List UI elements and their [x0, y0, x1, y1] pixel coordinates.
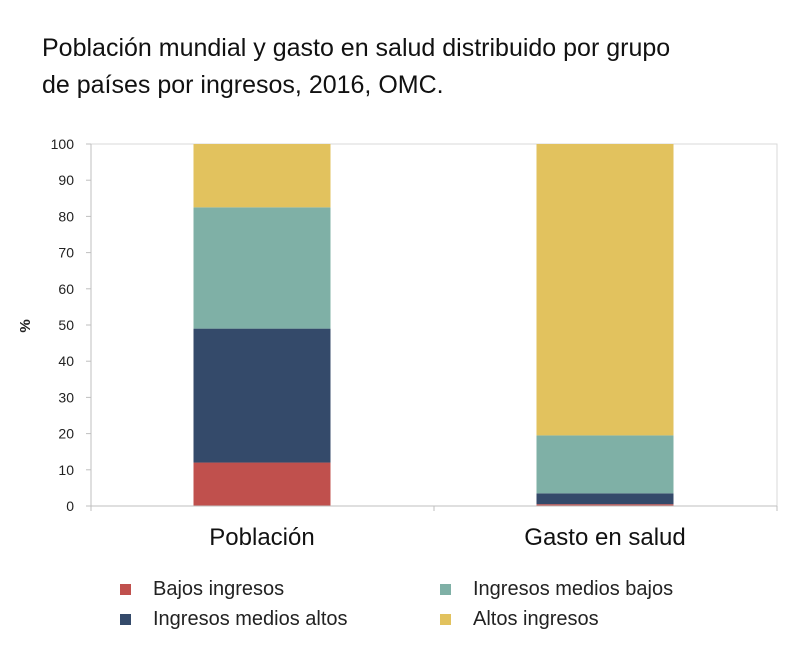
bar-segment — [193, 144, 331, 208]
y-axis: 0 10 20 30 40 50 60 70 80 90 100 — [51, 136, 92, 514]
y-tick-label: 0 — [66, 498, 74, 514]
bar-segment — [536, 504, 674, 506]
bar-group — [193, 144, 674, 506]
y-tick-label: 10 — [58, 462, 74, 478]
y-tick-label: 20 — [58, 426, 74, 442]
bar-segment — [193, 207, 331, 329]
bar-segment — [536, 144, 674, 436]
y-tick-label: 30 — [58, 389, 74, 405]
bar-segment — [536, 493, 674, 505]
chart-title-line-1: Población mundial y gasto en salud distr… — [42, 34, 671, 62]
bar-segment — [536, 435, 674, 494]
y-tick-label: 80 — [58, 208, 74, 224]
chart-title: Población mundial y gasto en salud distr… — [42, 30, 782, 104]
y-axis-label: % — [17, 319, 34, 332]
x-axis: Población Gasto en salud — [90, 505, 778, 551]
y-tick-label: 60 — [58, 281, 74, 297]
y-tick-label: 50 — [58, 317, 74, 333]
y-tick-label: 40 — [58, 353, 74, 369]
y-tick-label: 100 — [51, 136, 75, 152]
x-tick-label: Población — [209, 524, 314, 551]
y-tick-label: 90 — [58, 172, 74, 188]
x-tick-label: Gasto en salud — [524, 524, 685, 551]
y-tick-label: 70 — [58, 245, 74, 261]
bar-segment — [193, 462, 331, 506]
bar-segment — [193, 328, 331, 463]
chart-title-line-2: de países por ingresos, 2016, OMC. — [42, 71, 444, 99]
